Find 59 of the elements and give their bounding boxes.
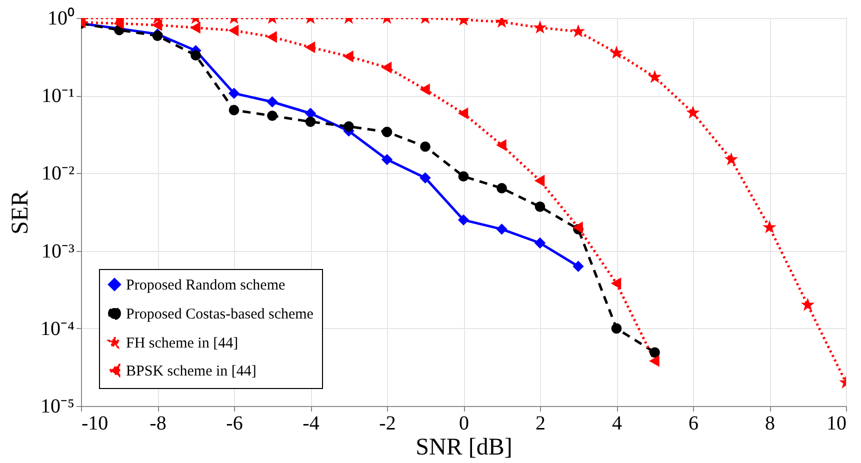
point xyxy=(650,72,660,82)
point xyxy=(650,356,660,366)
point xyxy=(268,32,277,42)
point xyxy=(650,347,660,358)
point xyxy=(306,42,316,52)
point xyxy=(228,104,240,116)
point xyxy=(152,20,162,30)
x-tick-label: -4 xyxy=(302,412,320,434)
x-tick-label: 6 xyxy=(688,412,698,434)
point xyxy=(344,121,354,132)
y-tick-label: 10⁻³ xyxy=(42,240,74,262)
point xyxy=(229,25,239,36)
point xyxy=(382,126,392,138)
x-tick-label: 4 xyxy=(612,412,622,434)
legend-label: BPSK scheme in [44] xyxy=(126,364,256,380)
point xyxy=(267,96,278,108)
point xyxy=(534,238,546,248)
point xyxy=(114,18,124,29)
y-tick-label: 10⁻² xyxy=(42,162,74,185)
legend-label: Proposed Random scheme xyxy=(126,278,286,294)
point xyxy=(496,224,507,234)
point xyxy=(458,108,468,119)
point xyxy=(305,116,316,127)
point xyxy=(228,88,240,99)
x-tick-label: 8 xyxy=(765,412,775,434)
point xyxy=(267,110,278,121)
y-tick-label: 10⁻⁴ xyxy=(40,318,75,340)
point xyxy=(382,154,392,165)
legend-label: Proposed Costas-based scheme xyxy=(126,306,314,322)
point xyxy=(611,323,622,334)
point xyxy=(382,62,392,73)
point xyxy=(420,84,430,95)
point xyxy=(344,51,354,62)
point xyxy=(496,18,507,26)
x-tick-label: -10 xyxy=(82,412,108,434)
x-tick-label: -8 xyxy=(150,412,166,434)
point xyxy=(458,171,469,182)
point xyxy=(534,202,546,212)
y-tick-label: 10⁰ xyxy=(48,6,74,30)
point xyxy=(535,176,545,186)
x-tick-label: 0 xyxy=(459,412,469,434)
x-tick-label: -6 xyxy=(226,412,243,434)
legend-label: FH scheme in [44] xyxy=(126,336,238,352)
x-tick-label: 2 xyxy=(536,412,546,434)
y-axis-title: SER xyxy=(8,190,34,235)
point xyxy=(573,261,584,272)
y-tick-label: 10⁻¹ xyxy=(42,85,74,108)
point xyxy=(420,172,430,184)
x-axis-title: SNR [dB] xyxy=(416,434,512,460)
point xyxy=(458,214,469,226)
point xyxy=(190,50,201,61)
x-tick-label: 10 xyxy=(826,412,846,434)
y-tick-label: 10⁻⁵ xyxy=(40,396,74,418)
point xyxy=(191,22,200,33)
point xyxy=(612,278,622,289)
point xyxy=(496,183,507,194)
point xyxy=(420,141,430,152)
x-tick-label: -2 xyxy=(379,412,396,434)
point xyxy=(497,140,506,150)
